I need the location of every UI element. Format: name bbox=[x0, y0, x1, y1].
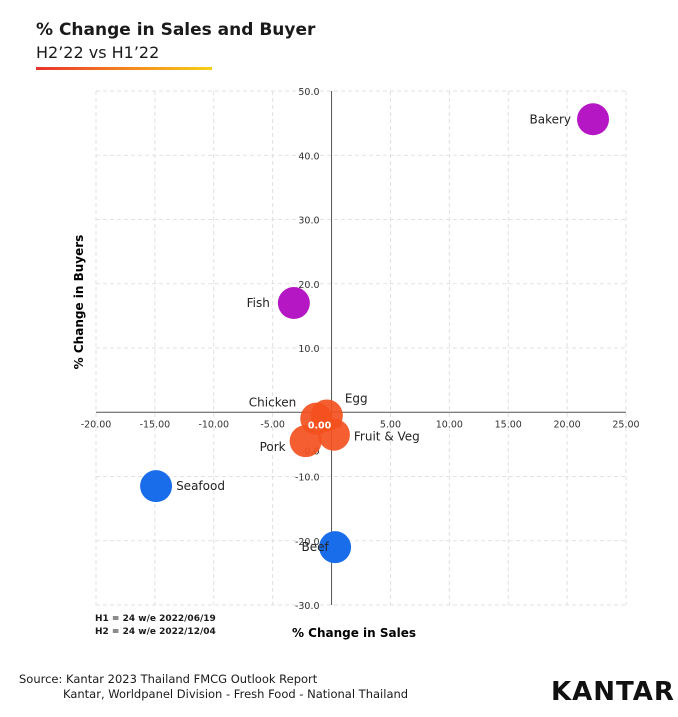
y-axis-label: % Change in Buyers bbox=[72, 235, 86, 370]
data-point-fruit-veg bbox=[317, 418, 350, 451]
data-point-seafood bbox=[140, 470, 173, 503]
y-tick-label: 50.0 bbox=[298, 87, 319, 98]
x-axis-label: % Change in Sales bbox=[292, 626, 416, 640]
x-tick-label: 10.00 bbox=[436, 419, 463, 430]
x-tick-label: -15.00 bbox=[140, 419, 171, 430]
y-tick-label: -20.0 bbox=[295, 537, 320, 548]
point-label: Fruit & Veg bbox=[354, 430, 420, 444]
x-tick-label: 15.00 bbox=[495, 419, 522, 430]
y-tick-label: 40.0 bbox=[298, 151, 319, 162]
kantar-logo: KANTAR bbox=[551, 677, 675, 707]
point-label: Beef bbox=[301, 540, 329, 554]
data-points bbox=[140, 103, 610, 564]
y-tick-label: 20.0 bbox=[298, 280, 319, 291]
axes bbox=[96, 91, 626, 605]
point-label: Fish bbox=[247, 296, 270, 310]
point-label: Seafood bbox=[176, 479, 225, 493]
note-h1: H1 = 24 w/e 2022/06/19 bbox=[95, 614, 216, 624]
data-point-fish bbox=[277, 287, 310, 320]
x-tick-label: -5.00 bbox=[260, 419, 285, 430]
note-h2: H2 = 24 w/e 2022/12/04 bbox=[95, 627, 216, 637]
chart-title: % Change in Sales and Buyer bbox=[36, 20, 316, 40]
chart-subtitle: H2’22 vs H1’22 bbox=[36, 43, 160, 62]
y-tick-label: 30.0 bbox=[298, 216, 319, 227]
x-tick-label: 20.00 bbox=[554, 419, 581, 430]
source-line-1: Source: Kantar 2023 Thailand FMCG Outloo… bbox=[19, 672, 318, 686]
point-label: Egg bbox=[345, 391, 368, 405]
grid bbox=[95, 90, 627, 606]
point-labels: Bakery Fish Chicken Egg Pork Fruit & Veg Seafo… bbox=[176, 112, 571, 554]
point-label: Chicken bbox=[249, 396, 296, 410]
data-point-beef bbox=[319, 531, 352, 564]
y-tick-label: -30.0 bbox=[295, 601, 320, 612]
y-tick-label: -10.0 bbox=[295, 473, 320, 484]
origin-tick-label: 0.00 bbox=[308, 420, 332, 431]
tick-labels: -20.00 -15.00 -10.00 -5.00 0.00 5.00 10.00 15.0… bbox=[81, 87, 640, 612]
x-tick-label: 25.00 bbox=[612, 419, 639, 430]
x-tick-label: -10.00 bbox=[198, 419, 229, 430]
y-tick-label: 10.0 bbox=[298, 344, 319, 355]
title-underline bbox=[36, 67, 212, 70]
x-tick-label: -20.00 bbox=[81, 419, 112, 430]
point-label: Pork bbox=[260, 440, 286, 454]
point-label: Bakery bbox=[529, 112, 571, 126]
data-point-pork bbox=[289, 425, 322, 458]
data-point-bakery bbox=[577, 103, 610, 136]
source-line-2: Kantar, Worldpanel Division - Fresh Food… bbox=[63, 687, 409, 701]
x-tick-label: 5.00 bbox=[380, 419, 401, 430]
